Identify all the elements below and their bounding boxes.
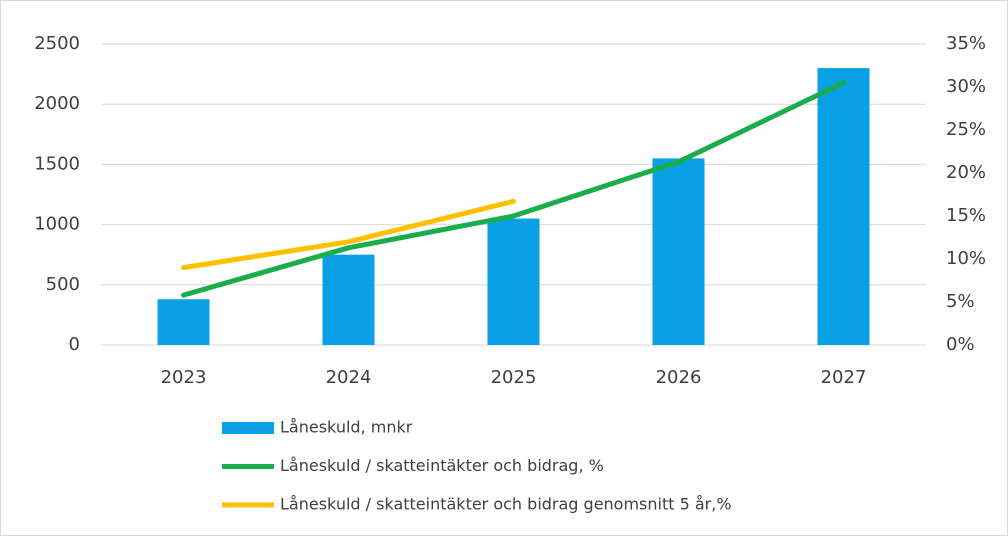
y-tick-label: 0 <box>69 334 80 355</box>
bar <box>157 299 210 345</box>
y2-tick-label: 10% <box>946 248 986 269</box>
bar <box>322 254 375 345</box>
y2-tick-label: 5% <box>946 291 975 312</box>
line-series <box>181 198 516 271</box>
x-tick-label: 2026 <box>656 367 702 388</box>
y-tick-label: 2500 <box>34 33 80 54</box>
y-tick-label: 1500 <box>34 153 80 174</box>
bar <box>487 218 540 345</box>
bar <box>817 68 870 345</box>
bar <box>652 158 705 345</box>
y-tick-label: 2000 <box>34 93 80 114</box>
legend-label: Låneskuld, mnkr <box>280 418 413 437</box>
x-tick-label: 2027 <box>821 367 867 388</box>
y2-tick-label: 25% <box>946 119 986 140</box>
line-series <box>181 80 846 298</box>
y2-tick-label: 15% <box>946 205 986 226</box>
x-tick-label: 2024 <box>326 367 372 388</box>
legend-swatch <box>222 422 274 434</box>
y2-tick-label: 20% <box>946 162 986 183</box>
legend-label: Låneskuld / skatteintäkter och bidrag ge… <box>280 495 732 514</box>
y2-tick-label: 0% <box>946 334 975 355</box>
y2-tick-label: 30% <box>946 76 986 97</box>
y-tick-label: 1000 <box>34 214 80 235</box>
x-tick-label: 2025 <box>491 367 537 388</box>
y2-tick-label: 35% <box>946 33 986 54</box>
x-tick-label: 2023 <box>161 367 207 388</box>
legend-label: Låneskuld / skatteintäkter och bidrag, % <box>280 456 604 475</box>
y-tick-label: 500 <box>46 274 80 295</box>
